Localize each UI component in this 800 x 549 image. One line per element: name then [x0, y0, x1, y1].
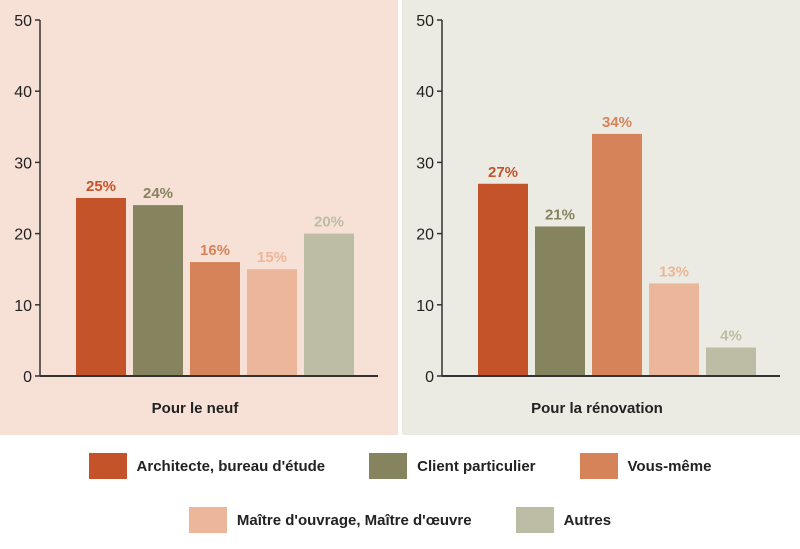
legend-label: Maître d'ouvrage, Maître d'œuvre [236, 511, 472, 529]
y-tick-label: 50 [14, 13, 32, 30]
legend: Architecte, bureau d'étude Client partic… [0, 435, 800, 549]
chart-svg: 0 10 20 30 40 50 25% 24% 16% 15% 20% Pour le neuf 0 1… [0, 0, 800, 435]
legend-row-1: Architecte, bureau d'étude Client partic… [0, 453, 800, 479]
data-label: 25% [86, 178, 116, 195]
bar [133, 205, 183, 376]
x-axis-label: Pour la rénovation [531, 400, 663, 417]
bar [247, 269, 297, 376]
y-tick-label: 10 [416, 298, 434, 315]
bar [649, 283, 699, 376]
legend-item-maitre: Maître d'ouvrage, Maître d'œuvre [188, 507, 472, 533]
legend-swatch [515, 507, 554, 533]
legend-label: Architecte, bureau d'étude [136, 457, 326, 475]
y-tick-label: 30 [14, 155, 32, 172]
legend-label: Vous-même [627, 457, 712, 475]
data-label: 4% [720, 328, 742, 345]
legend-item-vous-meme: Vous-même [579, 453, 712, 479]
y-tick-label: 0 [425, 369, 434, 386]
y-tick-label: 20 [416, 227, 434, 244]
legend-swatch [579, 453, 618, 479]
bar [706, 347, 756, 376]
legend-label: Autres [563, 511, 612, 529]
bar [304, 233, 354, 376]
data-label: 16% [200, 242, 230, 259]
data-label: 20% [314, 214, 344, 231]
bar [478, 183, 528, 376]
data-label: 15% [257, 249, 287, 266]
x-axis-label: Pour le neuf [152, 400, 240, 417]
data-label: 21% [545, 206, 575, 223]
chart-panel: 0 10 20 30 40 50 27% 21% 34% 13% 4% Pour la rénovat… [402, 0, 800, 435]
legend-swatch [369, 453, 408, 479]
legend-item-client: Client particulier [369, 453, 536, 479]
data-label: 24% [143, 185, 173, 202]
data-label: 34% [602, 114, 632, 131]
legend-row-2: Maître d'ouvrage, Maître d'œuvre Autres [0, 507, 800, 533]
legend-swatch [88, 453, 127, 479]
bar [190, 262, 240, 376]
legend-item-architecte: Architecte, bureau d'étude [88, 453, 326, 479]
chart-panel: 0 10 20 30 40 50 25% 24% 16% 15% 20% Pour le neuf [0, 0, 398, 435]
bar [592, 133, 642, 376]
legend-swatch [188, 507, 227, 533]
legend-item-autres: Autres [515, 507, 612, 533]
y-tick-label: 20 [14, 227, 32, 244]
y-tick-label: 10 [14, 298, 32, 315]
y-tick-label: 40 [14, 84, 32, 101]
y-tick-label: 0 [23, 369, 32, 386]
y-tick-label: 30 [416, 155, 434, 172]
data-label: 27% [488, 164, 518, 181]
y-tick-label: 40 [416, 84, 434, 101]
bar [535, 226, 585, 376]
data-label: 13% [659, 263, 689, 280]
bar [76, 198, 126, 376]
legend-label: Client particulier [417, 457, 536, 475]
y-tick-label: 50 [416, 13, 434, 30]
